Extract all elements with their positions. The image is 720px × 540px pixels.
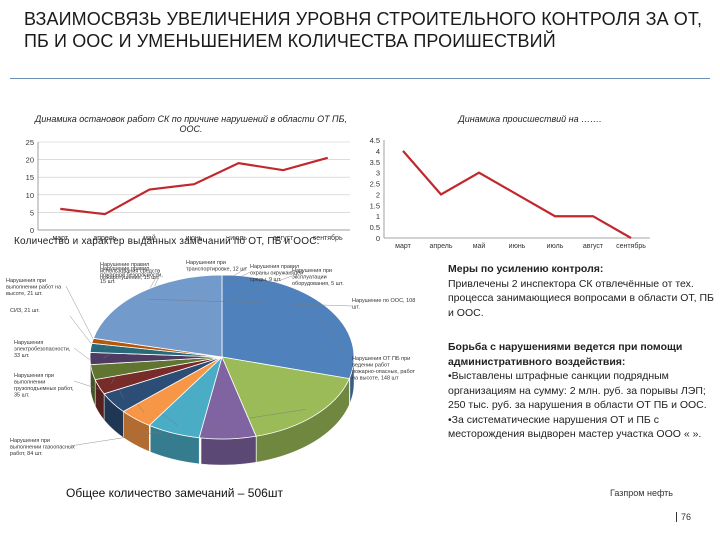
brand-name: Газпром нефть: [610, 488, 673, 498]
pie-slice-label: Нарушения ОТ ПБ при ведении работ пожарно-…: [352, 356, 416, 382]
chart2-ytick: 2: [376, 190, 380, 199]
fight-item-1: •Выставлены штрафные санкции подрядным о…: [448, 370, 707, 411]
chart2: 0 0.5 1 1.5 22.5 3 3.5 4 4.5 март апрель май июнь июл…: [370, 136, 650, 250]
chart1-ytick: 15: [26, 173, 34, 182]
pie-slice-label: Нарушение правил использования средств пож…: [100, 262, 160, 281]
pie-slice-label: Нарушения электробезопасности, 33 шт.: [14, 340, 71, 359]
chart2-title: Динамика происшествий на …….: [458, 114, 602, 124]
pie-slice-side: [200, 435, 257, 466]
chart1-xtick: апрель: [93, 235, 116, 242]
chart2-xtick: май: [473, 242, 486, 250]
chart1-xtick: июнь: [186, 235, 203, 242]
pie-slice-label: Нарушение по ООС, 108 шт.: [352, 298, 415, 311]
pie-slice-label: Нарушения при транспортировке, 12 шт: [186, 260, 248, 273]
chart1-xtick: август: [273, 235, 294, 242]
chart1-xtick: май: [143, 234, 156, 242]
chart2-ytick: 1: [376, 212, 380, 221]
chart2-ytick: 1.5: [370, 201, 380, 210]
chart2-ytick: 0: [376, 234, 380, 243]
pie-leader-line: [148, 298, 353, 307]
chart2-ytick: 0.5: [370, 223, 380, 232]
chart1-ytick: 20: [26, 156, 34, 165]
pie-slice-label: Нарушения правил охраны окружающей среды, …: [250, 264, 303, 283]
chart2-xtick: сентябрь: [616, 242, 646, 250]
pie-slice-label: Нарушения при выполнении газоопасных работ…: [10, 438, 75, 457]
chart1-ytick: 5: [30, 208, 34, 217]
pie-slice-label: Нарушения при выполнении работ на высоте, …: [6, 278, 62, 297]
chart2-xtick: июль: [547, 243, 564, 250]
pie-slice-label: СИЗ, 21 шт.: [10, 308, 40, 314]
pie-slice: [221, 356, 350, 437]
chart2-xtick: март: [395, 243, 411, 250]
chart2-series-line: [402, 150, 632, 239]
chart1-xtick: июль: [230, 235, 247, 242]
chart1-ytick: 0: [30, 226, 34, 235]
chart1-ytick: 10: [26, 191, 34, 200]
measures-text: Привлечены 2 инспектора СК отвлечённые о…: [448, 277, 714, 319]
measures-heading: Меры по усилению контроля:: [448, 263, 604, 275]
pie-slice-label: Нарушение правил пожарной безопасности, 15…: [100, 266, 163, 285]
title-divider: [10, 78, 710, 79]
chart2-xtick: апрель: [430, 243, 453, 250]
total-remarks: Общее количество замечаний – 506шт: [66, 486, 283, 500]
chart1-xtick: март: [52, 235, 68, 242]
fight-heading: Борьба с нарушениями ведется при помощи …: [448, 341, 683, 368]
pie-leader-line: [316, 312, 353, 365]
chart2-ytick: 3: [376, 169, 380, 178]
chart2-xtick: июнь: [509, 243, 526, 250]
page-title: ВЗАИМОСВЯЗЬ УВЕЛИЧЕНИЯ УРОВНЯ СТРОИТЕЛЬН…: [24, 9, 703, 51]
chart2-ytick: 4.5: [370, 136, 380, 145]
fight-block: Борьба с нарушениями ведется при помощи …: [448, 340, 718, 442]
pie-slice: [92, 274, 223, 358]
chart2-ytick: 4: [376, 147, 380, 156]
page-number: 76: [676, 512, 691, 522]
measures-block: Меры по усилению контроля: Привлечены 2 …: [448, 262, 718, 320]
chart1-series-line: [60, 156, 329, 216]
chart2-ytick: 2.5: [370, 180, 380, 189]
pie-chart: Нарушения ОТ ПБ при ведении работ пожарно-…: [6, 260, 416, 466]
pie-slice: [221, 274, 355, 380]
fight-item-2: •За систематические нарушения ОТ и ПБ с …: [448, 413, 702, 441]
pie-slice-label: Нарушения при эксплуатации оборудования, 5…: [292, 268, 344, 287]
chart1-ytick: 25: [26, 138, 34, 147]
chart2-xtick: август: [583, 243, 604, 250]
chart1-title: Динамика остановок работ СК по причине н…: [35, 114, 347, 134]
chart2-ytick: 3.5: [370, 158, 380, 167]
chart1: 0 5 10 15 20 25 март апрель май июнь июль август сен…: [26, 138, 350, 242]
pie-caption: Количество и характер выданных замечаний…: [14, 236, 320, 247]
chart1-xtick: сентябрь: [313, 234, 343, 242]
pie-slice-label: Нарушения при выполнении грузоподъемных ра…: [14, 373, 74, 399]
